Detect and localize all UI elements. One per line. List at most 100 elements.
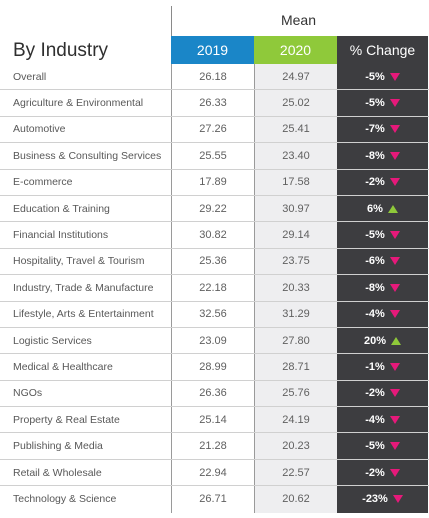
column-header-2019: 2019 bbox=[171, 36, 254, 64]
column-header-2020: 2020 bbox=[254, 36, 337, 64]
percent-change: -2% bbox=[337, 459, 428, 486]
value-2020: 31.29 bbox=[254, 301, 337, 327]
column-header-change: % Change bbox=[337, 36, 428, 64]
value-2020: 20.33 bbox=[254, 275, 337, 301]
table-row: Logistic Services 23.09 27.80 20% bbox=[0, 327, 429, 355]
value-2019: 26.71 bbox=[171, 486, 254, 513]
industry-name: Hospitality, Travel & Tourism bbox=[13, 255, 145, 268]
value-2020: 24.19 bbox=[254, 407, 337, 433]
industry-name: Business & Consulting Services bbox=[13, 149, 162, 162]
value-2019: 29.22 bbox=[171, 195, 254, 222]
table-row: Education & Training 29.22 30.97 6% bbox=[0, 195, 429, 223]
percent-change-value: -8% bbox=[365, 149, 385, 162]
percent-change: -8% bbox=[337, 143, 428, 169]
percent-change-value: -4% bbox=[365, 308, 385, 321]
value-2020: 17.58 bbox=[254, 169, 337, 195]
value-2019: 21.28 bbox=[171, 433, 254, 459]
value-2020: 29.14 bbox=[254, 222, 337, 248]
value-2020: 23.40 bbox=[254, 143, 337, 169]
triangle-down-icon bbox=[389, 442, 400, 451]
value-2019: 25.55 bbox=[171, 143, 254, 169]
percent-change: -5% bbox=[337, 222, 428, 248]
table-row: Retail & Wholesale 22.94 22.57 -2% bbox=[0, 459, 429, 487]
percent-change: -5% bbox=[337, 64, 428, 90]
industry-name: Property & Real Estate bbox=[13, 413, 120, 426]
triangle-up-icon bbox=[387, 204, 398, 213]
value-2019: 22.94 bbox=[171, 459, 254, 486]
percent-change: -5% bbox=[337, 433, 428, 459]
table-row: Hospitality, Travel & Tourism 25.36 23.75 -… bbox=[0, 248, 429, 276]
value-2019: 27.26 bbox=[171, 116, 254, 143]
triangle-up-icon bbox=[391, 336, 402, 345]
value-2019: 17.89 bbox=[171, 169, 254, 195]
value-2020: 30.97 bbox=[254, 195, 337, 222]
table-title: By Industry bbox=[13, 40, 109, 61]
table-row: Lifestyle, Arts & Entertainment 32.56 31.2… bbox=[0, 301, 429, 328]
value-2020: 20.62 bbox=[254, 486, 337, 513]
percent-change-value: -1% bbox=[365, 360, 385, 373]
percent-change: -4% bbox=[337, 407, 428, 433]
value-2019: 26.33 bbox=[171, 90, 254, 116]
triangle-down-icon bbox=[389, 310, 400, 319]
header-divider bbox=[171, 6, 172, 36]
table-row: Overall 26.18 24.97 -5% bbox=[0, 64, 429, 91]
value-2019: 32.56 bbox=[171, 301, 254, 327]
industry-name: Agriculture & Environmental bbox=[13, 97, 144, 110]
value-2020: 25.41 bbox=[254, 116, 337, 143]
table-row: NGOs 26.36 25.76 -2% bbox=[0, 380, 429, 408]
percent-change: -2% bbox=[337, 380, 428, 407]
triangle-down-icon bbox=[392, 495, 403, 504]
triangle-down-icon bbox=[389, 99, 400, 108]
percent-change-value: -5% bbox=[365, 97, 385, 110]
percent-change: -2% bbox=[337, 169, 428, 195]
percent-change-value: -8% bbox=[365, 281, 385, 294]
percent-change-value: 20% bbox=[363, 334, 387, 347]
value-2019: 25.36 bbox=[171, 248, 254, 275]
percent-change-value: -5% bbox=[365, 440, 385, 453]
industry-name: Technology & Science bbox=[13, 493, 117, 506]
value-2019: 28.99 bbox=[171, 354, 254, 380]
industry-name: Overall bbox=[13, 70, 47, 83]
percent-change-value: -23% bbox=[362, 493, 388, 506]
industry-name: Logistic Services bbox=[13, 334, 92, 347]
percent-change-value: -4% bbox=[365, 413, 385, 426]
triangle-down-icon bbox=[389, 72, 400, 81]
industry-name: Retail & Wholesale bbox=[13, 466, 102, 479]
triangle-down-icon bbox=[389, 415, 400, 424]
table-row: Publishing & Media 21.28 20.23 -5% bbox=[0, 433, 429, 460]
table-row: Financial Institutions 30.82 29.14 -5% bbox=[0, 222, 429, 249]
triangle-down-icon bbox=[389, 231, 400, 240]
percent-change: -1% bbox=[337, 354, 428, 380]
industry-name: NGOs bbox=[13, 387, 43, 400]
table-row: Technology & Science 26.71 20.62 -23% bbox=[0, 486, 429, 513]
value-2020: 28.71 bbox=[254, 354, 337, 380]
value-2020: 20.23 bbox=[254, 433, 337, 459]
percent-change-value: -7% bbox=[365, 123, 385, 136]
table-body: Overall 26.18 24.97 -5% Agriculture & Enviro… bbox=[0, 64, 429, 513]
value-2020: 27.80 bbox=[254, 327, 337, 354]
table-row: Property & Real Estate 25.14 24.19 -4% bbox=[0, 407, 429, 434]
percent-change: -6% bbox=[337, 248, 428, 275]
table-row: Medical & Healthcare 28.99 28.71 -1% bbox=[0, 354, 429, 381]
value-2019: 26.36 bbox=[171, 380, 254, 407]
value-2020: 22.57 bbox=[254, 459, 337, 486]
table-row: Industry, Trade & Manufacture 22.18 20.33 -… bbox=[0, 275, 429, 302]
value-2019: 30.82 bbox=[171, 222, 254, 248]
value-2019: 22.18 bbox=[171, 275, 254, 301]
triangle-down-icon bbox=[389, 389, 400, 398]
group-header-mean: Mean bbox=[280, 12, 317, 28]
industry-name: Industry, Trade & Manufacture bbox=[13, 281, 154, 294]
table-row: Agriculture & Environmental 26.33 25.02 -5% bbox=[0, 90, 429, 117]
industry-name: Automotive bbox=[13, 123, 66, 136]
value-2020: 24.97 bbox=[254, 64, 337, 90]
percent-change: -7% bbox=[337, 116, 428, 143]
percent-change-value: -2% bbox=[365, 387, 385, 400]
value-2019: 23.09 bbox=[171, 327, 254, 354]
percent-change-value: -5% bbox=[365, 70, 385, 83]
triangle-down-icon bbox=[389, 257, 400, 266]
percent-change: 20% bbox=[337, 327, 428, 354]
percent-change: -4% bbox=[337, 301, 428, 327]
industry-name: Financial Institutions bbox=[13, 229, 109, 242]
industry-name: E-commerce bbox=[13, 176, 73, 189]
industry-name: Lifestyle, Arts & Entertainment bbox=[13, 308, 154, 321]
